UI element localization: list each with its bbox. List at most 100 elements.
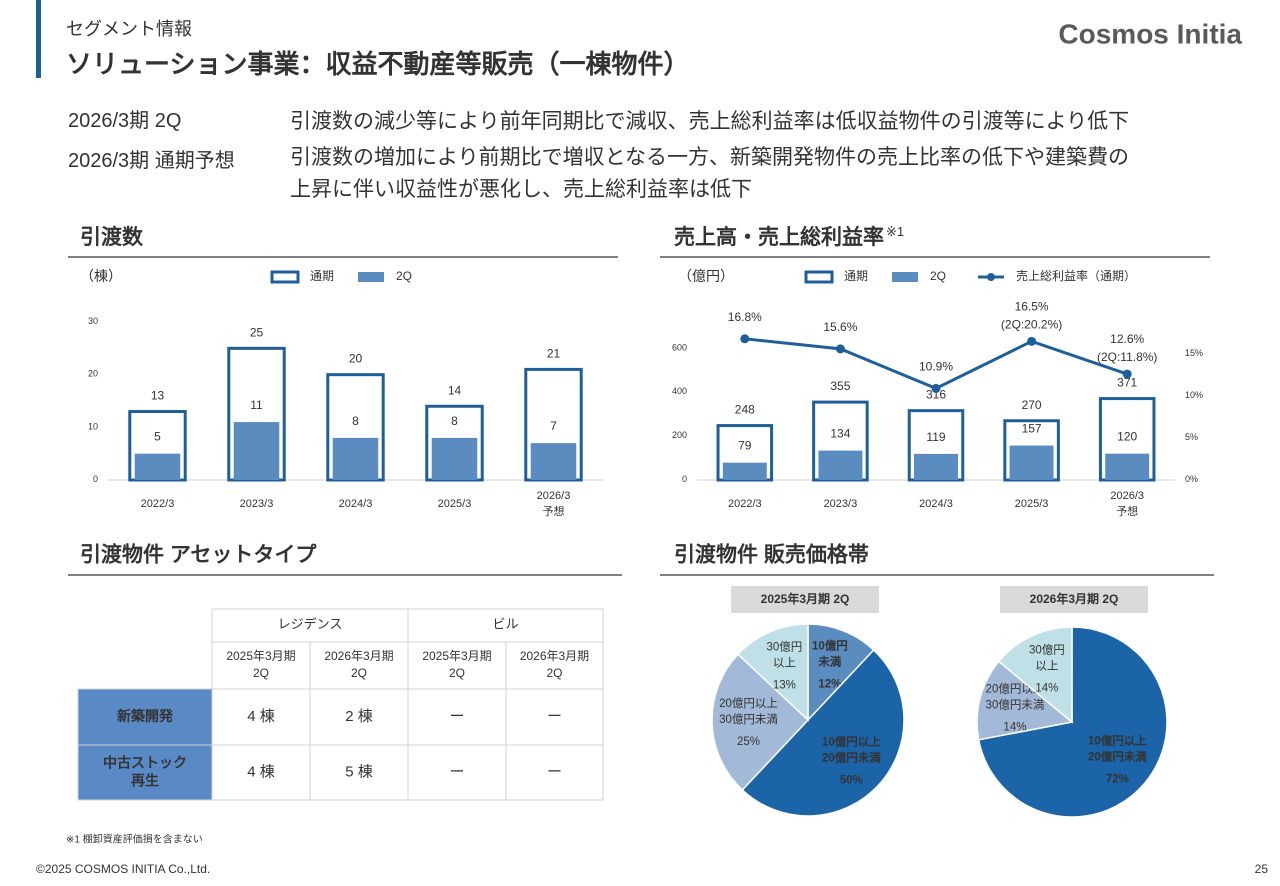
value-label: 20 <box>349 352 363 366</box>
summary-text: 引渡数の減少等により前年同期比で減収、売上総利益率は低収益物件の引渡等により低下 <box>290 110 1129 133</box>
y2-tick-label: 0% <box>1185 474 1198 484</box>
value-label: 12.6% <box>1110 332 1144 346</box>
value-label: 13 <box>151 389 165 403</box>
annotation: (2Q:11.8%) <box>1097 350 1157 364</box>
chart-title: 売上高・売上総利益率 <box>674 225 884 249</box>
legend-label: 通期 <box>310 269 334 283</box>
legend-label: 売上総利益率（通期） <box>1016 268 1136 283</box>
slice-value: 13% <box>773 679 796 691</box>
rate-marker <box>835 344 845 354</box>
slice-label: 10億円以上 20億円未満 <box>1088 734 1147 764</box>
legend-icon <box>358 272 384 282</box>
y-tick-label: 600 <box>672 343 687 353</box>
legend-label: 2Q <box>396 269 412 283</box>
value-label: 8 <box>451 414 458 428</box>
x-tick-label: 2022/3 <box>141 498 175 510</box>
y-tick-label: 400 <box>672 387 687 397</box>
value-label: 8 <box>352 414 359 428</box>
x-tick-label: 2024/3 <box>339 498 373 510</box>
y-tick-label: 10 <box>88 422 98 432</box>
table-cell <box>407 744 507 801</box>
slice-value: 25% <box>737 736 760 748</box>
table-cell <box>77 688 213 746</box>
page-title: ソリューション事業：収益不動産等販売（一棟物件） <box>66 49 689 79</box>
x-tick-label: 2022/3 <box>728 498 762 510</box>
value-label: 21 <box>547 347 561 361</box>
pie-slice <box>807 623 875 722</box>
section-label: セグメント情報 <box>66 19 192 39</box>
value-label: 16.8% <box>728 310 762 324</box>
copyright: ©2025 COSMOS INITIA Co.,Ltd. <box>36 862 210 876</box>
table-value: 4 棟 <box>247 763 275 780</box>
value-label: 157 <box>1022 422 1042 436</box>
slice-label: 10億円以上 20億円未満 <box>822 735 881 765</box>
slice-label: 30億円以上 <box>766 640 802 669</box>
value-label: 15.6% <box>823 320 857 334</box>
bar <box>818 450 863 480</box>
y2-tick-label: 5% <box>1185 432 1198 442</box>
y-tick-label: 0 <box>93 474 98 484</box>
table-cell <box>505 641 604 690</box>
x-tick-label: 2025/3 <box>438 498 472 510</box>
logo: Cosmos Initia <box>1058 18 1242 49</box>
table-cell <box>211 688 311 746</box>
bar <box>722 462 767 480</box>
x-tick-label: 2024/3 <box>919 498 953 510</box>
accent-bar <box>36 0 41 78</box>
table-value: ー <box>449 763 464 780</box>
legend-icon <box>892 272 918 282</box>
rate-marker <box>931 383 941 393</box>
pie-slice <box>711 653 810 792</box>
legend-icon <box>987 273 995 281</box>
y2-tick-label: 15% <box>1185 348 1203 358</box>
rate-marker <box>1122 369 1132 379</box>
x-tick-label: 2023/3 <box>240 498 274 510</box>
summary-text: 引渡数の増加により前期比で増収となる一方、新築開発物件の売上比率の低下や建築費の <box>290 146 1129 169</box>
value-label: 25 <box>250 326 264 340</box>
x-tick-label: 2023/3 <box>824 498 858 510</box>
table-cell <box>309 744 409 801</box>
summary-text: 上昇に伴い収益性が悪化し、売上総利益率は低下 <box>290 178 752 201</box>
slice-value: 14% <box>1035 683 1058 695</box>
x-tick-label: 2025/3 <box>1015 498 1049 510</box>
value-label: 120 <box>1117 430 1137 444</box>
section-title: 引渡物件 アセットタイプ <box>80 543 317 567</box>
bar <box>431 437 478 480</box>
table-value: ー <box>547 763 562 780</box>
value-label: 7 <box>550 419 557 433</box>
table-value: 2 棟 <box>345 708 373 725</box>
table-cell <box>211 608 409 643</box>
row-header: 中古ストック再生 <box>103 754 187 788</box>
y2-tick-label: 10% <box>1185 390 1203 400</box>
table-cell <box>505 744 604 801</box>
table-cell <box>211 641 311 690</box>
slice-value: 72% <box>1106 774 1129 786</box>
bar <box>332 437 379 480</box>
table-value: ー <box>547 708 562 725</box>
unit-label: （棟） <box>80 268 122 284</box>
footnote: ※1 棚卸資産評価損を含まない <box>66 833 203 846</box>
slice-value: 14% <box>1003 721 1026 733</box>
pie-title: 2025年3月期 2Q <box>761 591 850 606</box>
row-header: 新築開発 <box>117 708 174 724</box>
table-cell <box>407 608 604 643</box>
table-cell <box>211 744 311 801</box>
value-label: 316 <box>926 388 946 402</box>
bar <box>1009 445 1054 480</box>
period-header: 2025年3月期 2Q <box>422 649 491 680</box>
table-value: 4 棟 <box>247 708 275 725</box>
y-tick-label: 200 <box>672 430 687 440</box>
slice-value: 50% <box>840 775 863 787</box>
group-header: レジデンス <box>278 617 343 632</box>
period-header: 2026年3月期 2Q <box>520 649 589 680</box>
y-tick-label: 30 <box>88 316 98 326</box>
rate-marker <box>740 334 750 344</box>
group-header: ビル <box>492 617 518 632</box>
period-header: 2025年3月期 2Q <box>226 649 295 680</box>
title-note: ※1 <box>886 224 904 239</box>
pie-slice <box>997 626 1073 724</box>
legend-icon <box>804 270 834 284</box>
value-label: 11 <box>250 398 263 412</box>
